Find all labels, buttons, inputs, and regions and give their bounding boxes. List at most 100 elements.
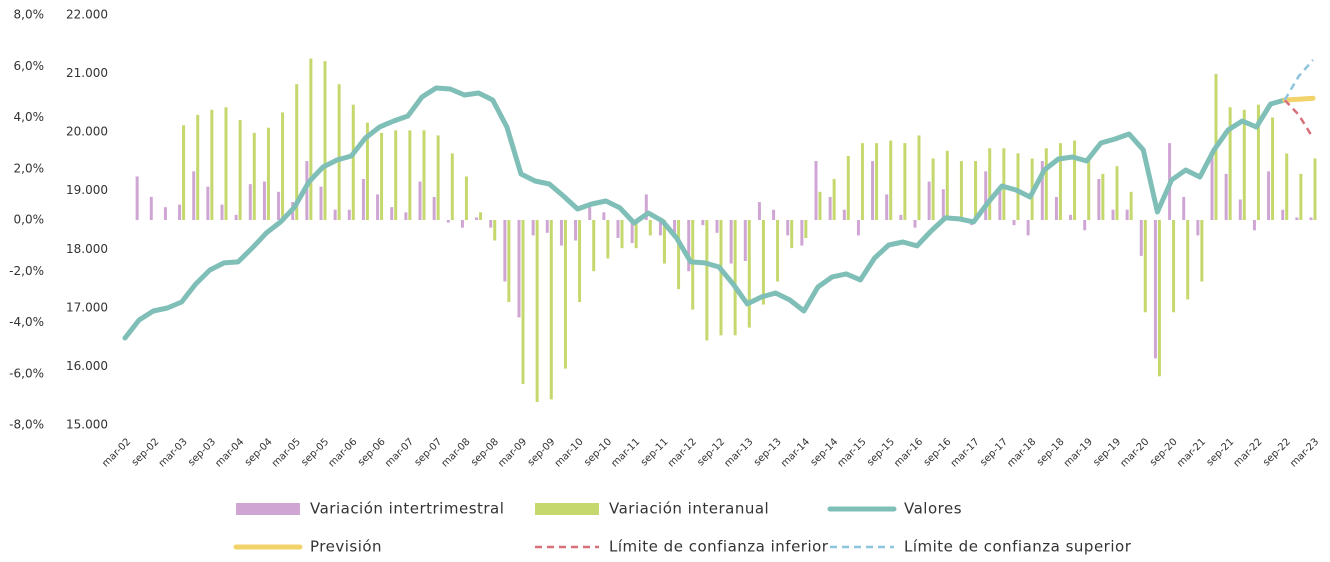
bar: [252, 132, 256, 220]
bar: [761, 220, 765, 305]
bar: [196, 114, 200, 220]
y-tick-label: 2,0%: [14, 161, 45, 175]
bar: [418, 181, 422, 220]
bar: [634, 220, 638, 249]
bar: [1299, 173, 1303, 220]
bar: [988, 148, 992, 220]
bar: [719, 220, 723, 336]
y2-tick-label: 22.000: [66, 8, 108, 22]
bar: [1200, 220, 1204, 282]
x-tick-label: sep-08: [469, 436, 501, 468]
bar: [464, 176, 468, 220]
bar: [493, 220, 497, 241]
bar: [832, 179, 836, 220]
bar: [545, 220, 549, 233]
bar: [380, 132, 384, 220]
bar: [984, 171, 988, 220]
bar: [394, 130, 398, 220]
x-tick-label: sep-22: [1261, 436, 1293, 468]
bar: [772, 209, 776, 220]
bar: [913, 220, 917, 228]
bar: [588, 207, 592, 220]
bar: [1271, 117, 1275, 220]
bar: [620, 220, 624, 249]
bar: [998, 189, 1002, 220]
x-tick-label: mar-20: [1119, 436, 1152, 469]
x-tick-label: mar-10: [553, 436, 586, 469]
bar: [1157, 220, 1161, 377]
y-tick-label: -2,0%: [9, 264, 44, 278]
bar: [404, 212, 408, 220]
bar: [687, 220, 691, 272]
y-tick-label: 8,0%: [14, 8, 45, 22]
bar: [390, 207, 394, 220]
bar: [871, 161, 875, 220]
y2-tick-label: 15.000: [66, 418, 108, 432]
x-tick-label: sep-14: [809, 436, 841, 468]
x-tick-label: sep-19: [1091, 436, 1123, 468]
x-tick-label: sep-18: [1035, 436, 1067, 468]
bar: [559, 220, 563, 246]
bar: [563, 220, 567, 369]
bar: [1285, 153, 1289, 220]
x-tick-label: mar-05: [270, 436, 303, 469]
bar: [705, 220, 709, 341]
legend-label: Valores: [904, 500, 962, 518]
bar: [1309, 217, 1313, 220]
bar: [535, 220, 539, 402]
bar: [1281, 209, 1285, 220]
bar: [319, 186, 323, 220]
bar: [1295, 217, 1299, 220]
y-tick-label: 6,0%: [14, 59, 45, 73]
bar: [885, 194, 889, 220]
bar: [1182, 196, 1186, 220]
bar: [333, 209, 337, 220]
bar: [1058, 143, 1062, 220]
bar: [747, 220, 751, 328]
y-tick-label: 4,0%: [14, 110, 45, 124]
bar: [347, 209, 351, 220]
bar: [1228, 107, 1232, 220]
bar: [1054, 196, 1058, 220]
bar: [800, 220, 804, 246]
bar: [1252, 220, 1256, 231]
bar: [790, 220, 794, 249]
x-tick-label: mar-22: [1232, 436, 1265, 469]
bar: [673, 220, 677, 233]
bar: [1242, 109, 1246, 220]
bar: [875, 143, 879, 220]
bar: [941, 189, 945, 220]
x-tick-label: mar-16: [892, 436, 925, 469]
bar: [351, 104, 355, 220]
bar: [1125, 209, 1129, 220]
bar: [776, 220, 780, 282]
bar: [220, 204, 224, 220]
bar: [531, 220, 535, 236]
bar: [234, 214, 238, 220]
bar: [337, 84, 341, 220]
x-tick-label: sep-15: [865, 436, 897, 468]
bar: [361, 179, 365, 220]
bar: [376, 194, 380, 220]
bar: [899, 214, 903, 220]
x-tick-label: mar-06: [327, 436, 360, 469]
x-tick-label: sep-07: [413, 436, 445, 468]
bar: [1087, 158, 1091, 220]
bar: [1012, 220, 1016, 226]
bar: [729, 220, 733, 264]
bar: [1044, 148, 1048, 220]
line: [1282, 95, 1316, 103]
line: [1283, 59, 1314, 101]
bar: [842, 209, 846, 220]
bar: [549, 220, 553, 400]
bar: [323, 61, 327, 220]
x-tick-label: mar-02: [100, 436, 133, 469]
legend-label: Variación interanual: [609, 500, 769, 518]
bar: [309, 58, 313, 220]
bar: [281, 112, 285, 220]
bar: [974, 161, 978, 220]
bar: [182, 125, 186, 220]
bar: [479, 212, 483, 220]
bar: [489, 220, 493, 228]
